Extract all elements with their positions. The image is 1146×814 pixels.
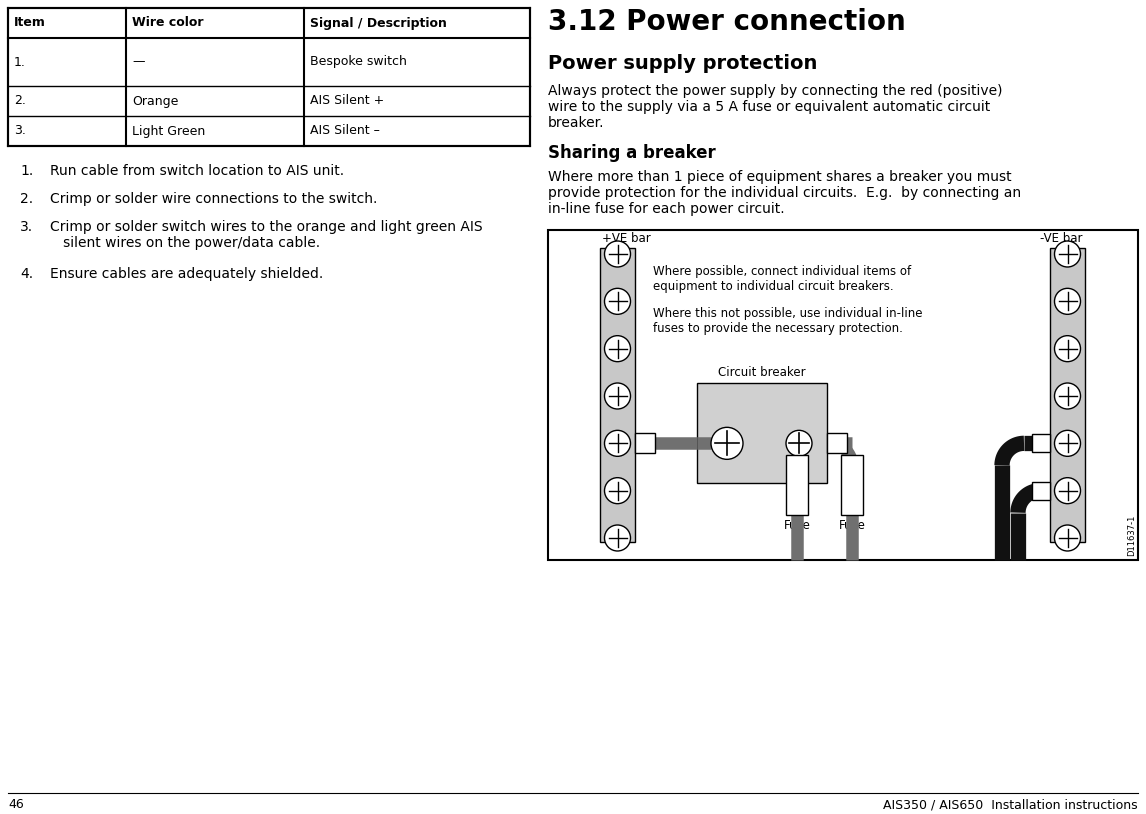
Text: 2.: 2. — [14, 94, 26, 107]
Bar — [1033, 435, 1050, 453]
Text: Light Green: Light Green — [132, 125, 205, 138]
Circle shape — [1054, 335, 1081, 361]
Text: Run cable from switch location to AIS unit.: Run cable from switch location to AIS un… — [50, 164, 344, 178]
Bar — [8, 8, 529, 146]
Circle shape — [604, 241, 630, 267]
Text: 1.: 1. — [19, 164, 33, 178]
Bar — [635, 433, 656, 453]
Text: Ensure cables are adequately shielded.: Ensure cables are adequately shielded. — [50, 267, 323, 281]
Text: AIS350 / AIS650  Installation instructions: AIS350 / AIS650 Installation instruction… — [884, 798, 1138, 811]
Text: AIS Silent –: AIS Silent – — [311, 125, 379, 138]
Circle shape — [1054, 478, 1081, 504]
Text: Power supply protection: Power supply protection — [548, 54, 817, 73]
Text: Sharing a breaker: Sharing a breaker — [548, 144, 716, 162]
Text: Crimp or solder switch wires to the orange and light green AIS
   silent wires o: Crimp or solder switch wires to the oran… — [50, 220, 482, 250]
Text: 4.: 4. — [19, 267, 33, 281]
Text: AIS Silent +: AIS Silent + — [311, 94, 384, 107]
Text: +VE bar: +VE bar — [602, 232, 651, 245]
Bar — [786, 455, 808, 515]
Circle shape — [1054, 288, 1081, 314]
Text: 46: 46 — [8, 798, 24, 811]
Circle shape — [1054, 431, 1081, 457]
Circle shape — [604, 335, 630, 361]
Text: Where this not possible, use individual in-line
fuses to provide the necessary p: Where this not possible, use individual … — [653, 307, 923, 335]
Text: Orange: Orange — [132, 94, 179, 107]
Bar — [827, 433, 847, 453]
Circle shape — [604, 478, 630, 504]
Bar — [601, 248, 635, 542]
Text: Always protect the power supply by connecting the red (positive)
wire to the sup: Always protect the power supply by conne… — [548, 84, 1003, 130]
Text: 1.: 1. — [14, 55, 26, 68]
Text: Fuse: Fuse — [839, 519, 866, 532]
Text: Wire color: Wire color — [132, 16, 204, 29]
Circle shape — [604, 431, 630, 457]
Bar — [841, 455, 863, 515]
Circle shape — [1054, 241, 1081, 267]
Bar — [1050, 248, 1085, 542]
Circle shape — [1054, 383, 1081, 409]
Bar — [548, 230, 1138, 560]
Text: -VE bar: -VE bar — [1041, 232, 1083, 245]
Circle shape — [604, 383, 630, 409]
Text: Crimp or solder wire connections to the switch.: Crimp or solder wire connections to the … — [50, 192, 377, 206]
Circle shape — [786, 431, 813, 457]
Text: Signal / Description: Signal / Description — [311, 16, 447, 29]
Text: 2.: 2. — [19, 192, 33, 206]
Bar — [1033, 482, 1050, 500]
Circle shape — [1054, 525, 1081, 551]
Text: 3.12 Power connection: 3.12 Power connection — [548, 8, 905, 36]
Text: 3.: 3. — [19, 220, 33, 234]
Text: Bespoke switch: Bespoke switch — [311, 55, 407, 68]
Text: D11637-1: D11637-1 — [1127, 514, 1136, 556]
Text: —: — — [132, 55, 144, 68]
Text: Fuse: Fuse — [784, 519, 811, 532]
Text: Circuit breaker: Circuit breaker — [719, 366, 806, 379]
Bar — [697, 383, 827, 484]
Text: Item: Item — [14, 16, 46, 29]
Text: 3.: 3. — [14, 125, 26, 138]
Text: Where possible, connect individual items of
equipment to individual circuit brea: Where possible, connect individual items… — [653, 265, 911, 293]
Circle shape — [711, 427, 743, 459]
Circle shape — [604, 525, 630, 551]
Circle shape — [604, 288, 630, 314]
Text: Where more than 1 piece of equipment shares a breaker you must
provide protectio: Where more than 1 piece of equipment sha… — [548, 170, 1021, 217]
